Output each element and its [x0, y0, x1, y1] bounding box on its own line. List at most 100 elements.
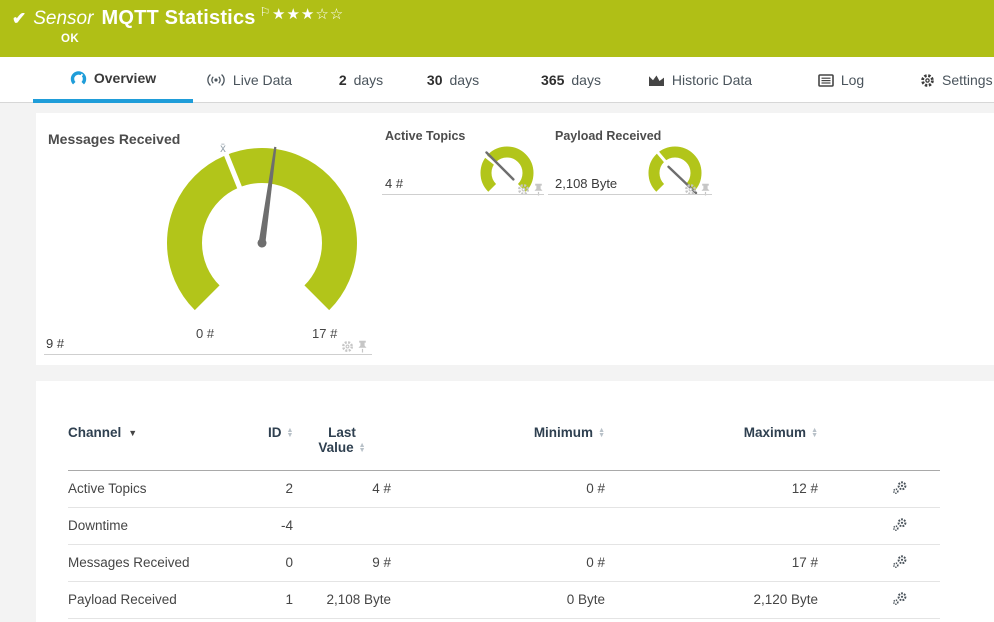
channel-settings-gears-icon[interactable] — [892, 517, 908, 532]
gauge-settings-gear-icon[interactable] — [684, 183, 697, 196]
tab-log[interactable]: Log — [800, 57, 882, 103]
sensor-status-badge: OK — [61, 33, 80, 45]
gauge-scale-max: 17 # — [312, 326, 338, 341]
sensor-title: MQTT Statistics — [101, 7, 256, 29]
dropdown-caret-icon: ▼ — [128, 428, 138, 439]
channel-last-value: 9 # — [293, 544, 391, 582]
column-header-id[interactable]: ID ▲ ▼ — [268, 415, 294, 471]
tab-label: Live Data — [232, 72, 293, 88]
sort-icon: ▲ ▼ — [286, 427, 294, 440]
tab-label: Settings — [942, 72, 993, 88]
stars-empty: ☆☆ — [315, 6, 345, 23]
sort-icon: ▲ ▼ — [811, 427, 818, 440]
main-gauge-value: 9 # — [46, 336, 65, 351]
gauge-pin-icon[interactable] — [700, 183, 711, 196]
sort-icon: ▲ ▼ — [598, 427, 605, 440]
payload-received-gauge — [648, 146, 702, 195]
tab-30-days[interactable]: 30 days — [408, 57, 498, 103]
channel-minimum: 0 Byte — [391, 581, 605, 619]
average-marker-notch — [221, 147, 246, 197]
channels-panel: Channel ▼ ID ▲ ▼ Last Value ▲ ▼ Minimum ▲ ▼ Max… — [36, 381, 994, 622]
tab-label: days — [353, 72, 384, 88]
flag-icon[interactable]: ⚐ — [259, 5, 271, 19]
table-row: Payload Received 1 2,108 Byte 0 Byte 2,1… — [68, 581, 940, 619]
channel-maximum: 17 # — [605, 544, 818, 582]
channel-maximum — [605, 507, 818, 545]
channel-name[interactable]: Downtime — [68, 507, 268, 545]
gauges-panel: Messages Received x̄ 0 # 17 # 9 # Active… — [36, 113, 994, 365]
gauge-settings-gear-icon[interactable] — [517, 183, 530, 196]
table-row: Active Topics 2 4 # 0 # 12 # — [68, 470, 940, 508]
tab-settings[interactable]: Settings — [898, 57, 994, 103]
tab-historic-data[interactable]: Historic Data — [638, 57, 762, 103]
main-gauge-title: Messages Received — [48, 131, 181, 147]
channel-id: 2 — [268, 470, 293, 508]
channel-last-value: 4 # — [293, 470, 391, 508]
stars-filled: ★★★ — [272, 6, 316, 23]
average-marker-notch — [655, 150, 668, 164]
payload-received-value: 2,108 Byte — [555, 176, 618, 191]
gear-icon — [921, 73, 934, 87]
active-topics-title: Active Topics — [385, 129, 466, 143]
average-marker-label: x̄ — [220, 143, 226, 155]
channels-table: Channel ▼ ID ▲ ▼ Last Value ▲ ▼ Minimum ▲ ▼ Max… — [68, 415, 940, 619]
live-signal-icon — [207, 74, 225, 86]
column-header-last-value[interactable]: Last Value ▲ ▼ — [293, 415, 391, 471]
channel-settings-gears-icon[interactable] — [892, 554, 908, 569]
channel-minimum: 0 # — [391, 544, 605, 582]
channel-name[interactable]: Payload Received — [68, 581, 268, 619]
column-header-actions — [818, 415, 940, 471]
column-header-minimum[interactable]: Minimum ▲ ▼ — [391, 415, 605, 471]
channel-id: 0 — [268, 544, 293, 582]
tab-label: Overview — [93, 70, 157, 86]
tab-number: 2 — [338, 72, 347, 88]
cell-divider — [548, 194, 712, 195]
status-check-icon: ✔ — [12, 9, 27, 28]
messages-received-gauge: x̄ — [167, 143, 357, 311]
active-topics-gauge-needle — [485, 151, 515, 181]
gauge-pin-icon[interactable] — [533, 183, 544, 196]
channel-settings-gears-icon[interactable] — [892, 591, 908, 606]
channel-name[interactable]: Messages Received — [68, 544, 268, 582]
column-header-maximum[interactable]: Maximum ▲ ▼ — [605, 415, 818, 471]
area-chart-icon — [648, 75, 664, 86]
table-row: Messages Received 0 9 # 0 # 17 # — [68, 544, 940, 582]
priority-stars[interactable]: ★★★☆☆ — [272, 5, 344, 23]
main-gauge-needle — [257, 146, 277, 248]
average-marker-notch — [483, 154, 497, 166]
channel-settings-gears-icon[interactable] — [892, 480, 908, 495]
active-topics-value: 4 # — [385, 176, 404, 191]
sensor-tabbar: Overview Live Data 2 days 30 days 365 da… — [0, 57, 994, 103]
tab-2-days[interactable]: 2 days — [318, 57, 404, 103]
table-header-row: Channel ▼ ID ▲ ▼ Last Value ▲ ▼ Minimum ▲ ▼ Max… — [68, 415, 940, 471]
gauge-icon — [70, 71, 87, 85]
channel-maximum: 12 # — [605, 470, 818, 508]
tab-label: Log — [840, 72, 865, 88]
object-kind-label: Sensor — [33, 8, 94, 29]
tab-number: 30 — [426, 72, 443, 88]
channel-id: -4 — [268, 507, 293, 545]
tab-label: Historic Data — [671, 72, 753, 88]
channel-last-value — [293, 507, 391, 545]
channel-name[interactable]: Active Topics — [68, 470, 268, 508]
channel-maximum: 2,120 Byte — [605, 581, 818, 619]
tab-overview[interactable]: Overview — [33, 57, 193, 103]
tab-365-days[interactable]: 365 days — [516, 57, 626, 103]
channel-last-value: 2,108 Byte — [293, 581, 391, 619]
channel-minimum — [391, 507, 605, 545]
tab-label: days — [571, 72, 601, 88]
payload-received-title: Payload Received — [555, 129, 662, 143]
gauge-scale-min: 0 # — [196, 326, 215, 341]
sensor-header: ✔ Sensor MQTT Statistics ⚐ ★★★☆☆ OK — [0, 0, 994, 57]
gauge-pin-icon[interactable] — [357, 340, 368, 353]
sort-icon: ▲ ▼ — [358, 442, 366, 455]
active-topics-gauge — [480, 146, 534, 192]
tab-live-data[interactable]: Live Data — [193, 57, 305, 103]
log-list-icon — [818, 73, 834, 87]
cell-divider — [382, 194, 544, 195]
tab-number: 365 — [541, 72, 565, 88]
gauge-settings-gear-icon[interactable] — [341, 340, 354, 353]
channel-minimum: 0 # — [391, 470, 605, 508]
column-header-channel[interactable]: Channel ▼ — [68, 415, 268, 471]
